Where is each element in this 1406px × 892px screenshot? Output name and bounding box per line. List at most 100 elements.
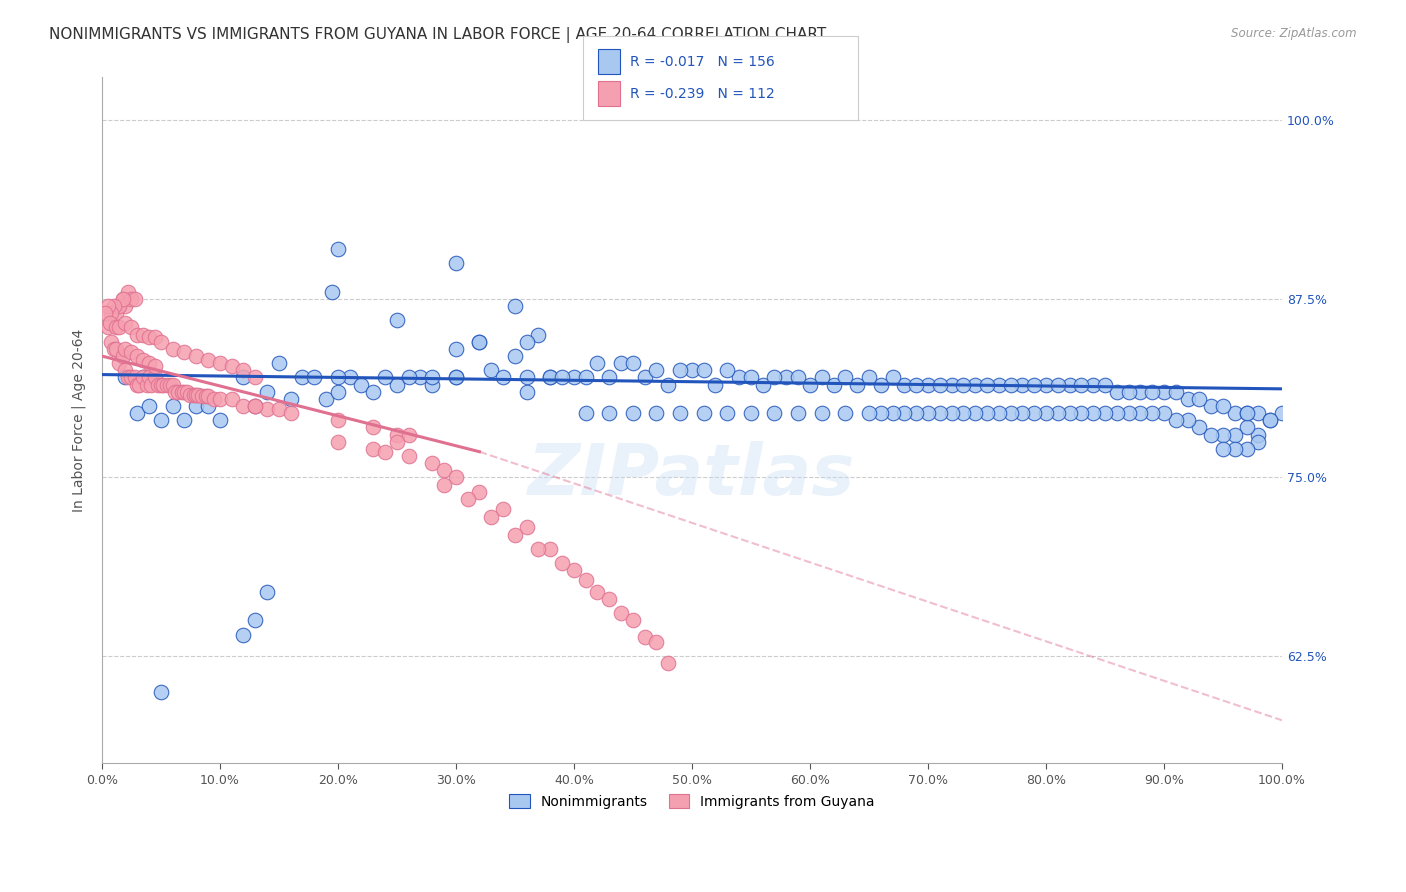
Point <box>716 406 738 420</box>
Point <box>681 363 703 377</box>
Point <box>1236 442 1258 456</box>
Point <box>1223 406 1246 420</box>
Legend: Nonimmigrants, Immigrants from Guyana: Nonimmigrants, Immigrants from Guyana <box>503 789 880 814</box>
Point <box>1140 406 1163 420</box>
Point <box>692 406 714 420</box>
Point <box>527 327 550 342</box>
Point <box>208 413 231 427</box>
Point <box>420 456 443 470</box>
Point <box>111 349 134 363</box>
Point <box>191 389 214 403</box>
Point <box>326 370 349 384</box>
Point <box>385 313 408 327</box>
Point <box>444 256 467 270</box>
Point <box>148 377 170 392</box>
Point <box>127 377 149 392</box>
Point <box>420 377 443 392</box>
Point <box>1188 392 1211 406</box>
Point <box>1177 392 1199 406</box>
Point <box>97 299 120 313</box>
Point <box>1035 377 1057 392</box>
Point <box>179 387 201 401</box>
Point <box>704 377 727 392</box>
Point <box>928 406 950 420</box>
Point <box>117 370 139 384</box>
Point <box>111 292 134 306</box>
Point <box>538 370 561 384</box>
Point <box>1000 377 1022 392</box>
Point <box>156 377 179 392</box>
Point <box>492 370 515 384</box>
Point <box>114 342 136 356</box>
Point <box>232 627 254 641</box>
Point <box>893 406 915 420</box>
Point <box>256 401 278 416</box>
Point <box>232 370 254 384</box>
Point <box>374 444 396 458</box>
Point <box>162 399 184 413</box>
Point <box>1105 406 1128 420</box>
Point <box>645 634 668 648</box>
Point <box>1212 442 1234 456</box>
Point <box>1199 427 1222 442</box>
Point <box>104 320 127 334</box>
Point <box>941 377 963 392</box>
Point <box>149 334 172 349</box>
Point <box>173 344 195 359</box>
Point <box>108 320 131 334</box>
Point <box>111 292 134 306</box>
Point <box>398 449 420 463</box>
Point <box>882 406 904 420</box>
Point <box>1212 399 1234 413</box>
Point <box>952 406 974 420</box>
Point <box>621 613 644 627</box>
Point <box>321 285 343 299</box>
Point <box>326 413 349 427</box>
Point <box>1223 427 1246 442</box>
Point <box>98 316 121 330</box>
Point <box>163 384 186 399</box>
Point <box>444 342 467 356</box>
Point <box>575 406 598 420</box>
Point <box>1271 406 1294 420</box>
Point <box>128 377 150 392</box>
Point <box>444 370 467 384</box>
Point <box>1011 377 1033 392</box>
Point <box>1247 434 1270 449</box>
Point <box>740 406 762 420</box>
Point <box>728 370 751 384</box>
Point <box>787 406 810 420</box>
Point <box>1129 384 1152 399</box>
Point <box>516 384 538 399</box>
Point <box>1177 413 1199 427</box>
Point <box>834 370 856 384</box>
Point <box>917 377 939 392</box>
Point <box>1046 377 1069 392</box>
Point <box>740 370 762 384</box>
Point <box>127 406 149 420</box>
Point <box>173 384 195 399</box>
Point <box>479 363 502 377</box>
Point <box>621 356 644 370</box>
Point <box>905 377 928 392</box>
Point <box>433 477 456 491</box>
Point <box>575 574 598 588</box>
Point <box>987 377 1010 392</box>
Point <box>1083 406 1105 420</box>
Point <box>100 334 122 349</box>
Point <box>104 306 127 320</box>
Point <box>1258 413 1281 427</box>
Point <box>280 406 302 420</box>
Point <box>127 327 149 342</box>
Point <box>291 370 314 384</box>
Point <box>149 377 172 392</box>
Point <box>1199 399 1222 413</box>
Point <box>965 377 987 392</box>
Point <box>858 370 880 384</box>
Point <box>152 377 174 392</box>
Point <box>385 377 408 392</box>
Point <box>1236 420 1258 434</box>
Point <box>108 299 131 313</box>
Point <box>232 399 254 413</box>
Point <box>385 427 408 442</box>
